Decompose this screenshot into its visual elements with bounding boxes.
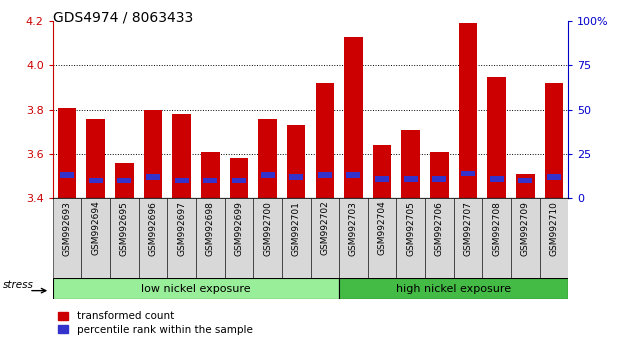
FancyBboxPatch shape <box>53 278 339 299</box>
Bar <box>459 23 478 198</box>
FancyBboxPatch shape <box>540 198 568 278</box>
Bar <box>545 83 563 198</box>
Bar <box>287 125 306 198</box>
Text: GSM992710: GSM992710 <box>550 201 558 256</box>
FancyBboxPatch shape <box>81 198 110 278</box>
Bar <box>86 119 105 198</box>
Bar <box>203 178 217 183</box>
Text: GSM992706: GSM992706 <box>435 201 444 256</box>
Bar <box>89 178 102 183</box>
Bar <box>347 172 360 178</box>
Bar <box>344 37 363 198</box>
Bar <box>318 172 332 178</box>
FancyBboxPatch shape <box>167 198 196 278</box>
Bar <box>115 163 134 198</box>
FancyBboxPatch shape <box>368 198 396 278</box>
Bar <box>58 108 76 198</box>
Bar <box>315 83 334 198</box>
Bar <box>401 130 420 198</box>
Bar <box>375 176 389 182</box>
FancyBboxPatch shape <box>483 198 511 278</box>
FancyBboxPatch shape <box>454 198 483 278</box>
Text: GSM992696: GSM992696 <box>148 201 158 256</box>
Text: GSM992705: GSM992705 <box>406 201 415 256</box>
Text: GSM992695: GSM992695 <box>120 201 129 256</box>
FancyBboxPatch shape <box>196 198 225 278</box>
FancyBboxPatch shape <box>225 198 253 278</box>
Text: GSM992699: GSM992699 <box>234 201 243 256</box>
Bar <box>258 119 277 198</box>
Bar <box>489 176 504 182</box>
Text: GSM992700: GSM992700 <box>263 201 272 256</box>
Text: stress: stress <box>3 280 34 290</box>
Text: GDS4974 / 8063433: GDS4974 / 8063433 <box>53 11 193 25</box>
Bar <box>173 114 191 198</box>
Text: high nickel exposure: high nickel exposure <box>396 284 511 293</box>
Text: GSM992702: GSM992702 <box>320 201 329 255</box>
FancyBboxPatch shape <box>53 198 81 278</box>
FancyBboxPatch shape <box>511 198 540 278</box>
Bar <box>430 152 448 198</box>
Bar <box>117 178 132 183</box>
Bar <box>201 152 220 198</box>
Bar <box>373 145 391 198</box>
Text: GSM992701: GSM992701 <box>292 201 301 256</box>
FancyBboxPatch shape <box>282 198 310 278</box>
FancyBboxPatch shape <box>310 198 339 278</box>
Bar <box>289 174 303 180</box>
Text: GSM992709: GSM992709 <box>521 201 530 256</box>
Bar <box>547 174 561 180</box>
Bar <box>516 174 535 198</box>
Bar <box>175 178 189 183</box>
Text: GSM992694: GSM992694 <box>91 201 100 255</box>
Bar <box>146 174 160 180</box>
FancyBboxPatch shape <box>138 198 167 278</box>
Bar <box>261 172 274 178</box>
Bar <box>432 176 446 182</box>
Bar <box>461 171 475 176</box>
Text: GSM992704: GSM992704 <box>378 201 387 255</box>
Text: low nickel exposure: low nickel exposure <box>141 284 251 293</box>
Bar <box>487 76 506 198</box>
FancyBboxPatch shape <box>425 198 454 278</box>
Text: GSM992707: GSM992707 <box>463 201 473 256</box>
FancyBboxPatch shape <box>339 198 368 278</box>
FancyBboxPatch shape <box>396 198 425 278</box>
Text: GSM992697: GSM992697 <box>177 201 186 256</box>
Bar <box>519 178 532 183</box>
FancyBboxPatch shape <box>110 198 138 278</box>
Bar <box>60 172 74 178</box>
Bar <box>404 176 418 182</box>
FancyBboxPatch shape <box>253 198 282 278</box>
Bar <box>143 110 162 198</box>
Legend: transformed count, percentile rank within the sample: transformed count, percentile rank withi… <box>58 312 253 335</box>
Bar <box>230 159 248 198</box>
Text: GSM992693: GSM992693 <box>63 201 71 256</box>
Text: GSM992703: GSM992703 <box>349 201 358 256</box>
Text: GSM992698: GSM992698 <box>206 201 215 256</box>
Text: GSM992708: GSM992708 <box>492 201 501 256</box>
FancyBboxPatch shape <box>339 278 568 299</box>
Bar <box>232 178 246 183</box>
